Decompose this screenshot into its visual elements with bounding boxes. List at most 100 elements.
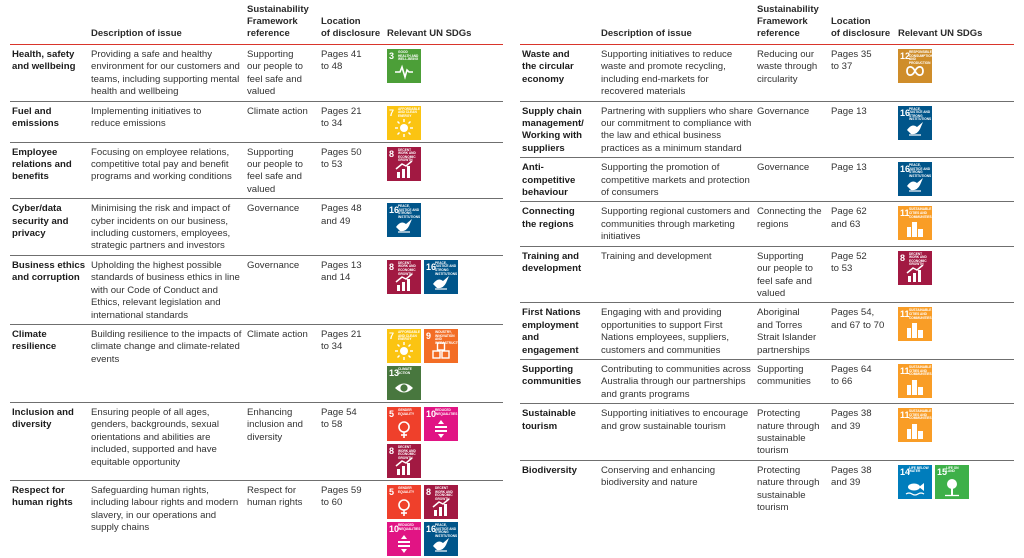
framework-reference: Enhancing inclusion and diversity [247,401,321,481]
sdg-cell: 12 Responsible consumption and production [898,45,1014,102]
sdg-cell: 16 Peace, justice and strong institutions [387,198,503,256]
framework-reference: Governance [247,254,321,325]
sdg-icon-group: 8 Decent work and economic growth [898,250,994,285]
table-row: Respect for human rights Safeguarding hum… [10,479,503,558]
right-issues-table: Description of issue Sustainability Fram… [520,4,1014,517]
framework-reference: Supporting our people to feel safe and v… [247,141,321,199]
sdg-cell: 8 Decent work and economic growth [898,245,1014,303]
sdg-icon-group: 3 Good health and well-being [387,49,483,83]
table-row: Employee relations and benefits Focusing … [10,141,503,199]
sdg-label: Gender equality [398,485,415,494]
sdg-cell: 14 Life below water 15 Life on land [898,459,1014,517]
sdg-8-tile: 8 Decent work and economic growth [387,146,421,181]
dove-icon [907,121,923,136]
sdg-label: Industry, innovation and infrastructure [435,329,458,345]
issue-description: Supporting the promotion of competitive … [601,157,757,202]
sdg-label: Reduced inequalities [435,407,458,416]
issue-description: Supporting initiatives to reduce waste a… [601,49,733,98]
disclosure-location: Pages 48 and 49 [321,198,387,256]
sdg-label: Decent work and economic growth [435,485,453,501]
sdg-16-tile: 16 Peace, justice and strong institutions [898,162,932,197]
sdg-icon-group: 11 Sustainable cities and communities [898,408,994,443]
sdg-16-tile: 16 Peace, justice and strong institutions [387,203,421,238]
sdg-icon-group: 11 Sustainable cities and communities [898,206,994,241]
sdg-number: 7 [389,330,395,341]
sdg-cell: 8 Decent work and economic growth [387,141,503,199]
sdg-label: Climate action [398,366,412,375]
disclosure-location: Pages 59 to 60 [321,479,387,558]
disclosure-location: Page 54 to 58 [321,401,387,481]
framework-reference: Governance [247,198,321,256]
sdg-icon-group: 14 Life below water 15 Life on land [898,464,994,499]
sdg-cell: 16 Peace, justice and strong institutions [898,157,1014,202]
sdg-number: 12 [900,51,911,61]
sdg-label: Affordable and clean energy [398,106,420,118]
sdg-number: 10 [389,523,400,534]
growth-chart-icon [395,160,413,178]
dove-icon [433,537,449,552]
sdg-number: 3 [389,51,395,61]
sdg-number: 7 [389,107,395,118]
table-row: Inclusion and diversity Ensuring people o… [10,401,503,481]
sdg-number: 14 [900,466,911,477]
sdg-number: 16 [900,107,911,118]
sdg-11-tile: 11 Sustainable cities and communities [898,307,932,342]
city-icon [907,379,923,395]
header-location: Location of disclosure [321,4,387,45]
issue-name: Climate resilience [10,323,91,403]
framework-reference: Protecting nature through sustainable to… [757,459,831,517]
sdg-number: 11 [900,208,910,219]
disclosure-location: Page 13 [831,100,898,158]
table-row: Health, safety and wellbeing Providing a … [10,45,503,102]
issue-description: Providing a safe and healthy environment… [91,49,240,98]
sdg-icon-group: 7 Affordable and clean energy 9 Industry, i… [387,328,483,400]
sdg-icon-group: 8 Decent work and economic growth [387,146,483,181]
sdg-number: 11 [900,365,910,376]
sdg-7-tile: 7 Affordable and clean energy [387,328,421,363]
sdg-number: 8 [426,486,432,497]
issue-description: Ensuring people of all ages, genders, ba… [91,401,247,481]
disclosure-location: Pages 21 to 34 [321,100,387,143]
sdg-16-tile: 16 Peace, justice and strong institutions [424,521,458,556]
issue-name: Employee relations and benefits [10,141,91,199]
cubes-icon [432,342,450,359]
sdg-cell: 11 Sustainable cities and communities [898,302,1014,360]
heartbeat-icon [395,64,413,80]
sdg-8-tile: 8 Decent work and economic growth [387,443,421,478]
table-row: First Nations employment and engagement E… [520,302,1014,360]
table-row: Biodiversity Conserving and enhancing bio… [520,459,1014,517]
sdg-label: Life below water [909,465,929,474]
issue-description: Upholding the highest possible standards… [91,254,247,325]
disclosure-location: Pages 21 to 34 [321,323,387,403]
header-issue [520,4,601,45]
sdg-label: Peace, justice and strong institutions [909,163,932,179]
issue-description: Safeguarding human rights, including lab… [91,479,247,558]
sdg-number: 16 [426,261,437,272]
sdg-label: Responsible consumption and production [909,50,932,65]
disclosure-location: Pages 13 and 14 [321,254,387,325]
sdg-icon-group: 11 Sustainable cities and communities [898,307,994,342]
sdg-number: 16 [389,205,400,216]
sdg-label: Peace, justice and strong institutions [435,260,458,276]
table-row: Waste and the circular economy Supporting… [520,45,1014,102]
sdg-number: 13 [389,367,400,378]
sdg-label: Peace, justice and strong institutions [435,522,458,538]
sdg-number: 8 [389,261,395,272]
sdg-label: Affordable and clean energy [398,329,420,342]
issue-name: Supporting communities [520,358,601,404]
sdg-number: 11 [900,309,910,320]
sun-icon [395,118,413,137]
sdg-label: Peace, justice and strong institutions [909,106,932,122]
sdg-13-tile: 13 Climate action [387,365,421,400]
issue-name: Sustainable tourism [520,403,601,461]
tree-icon [945,478,959,496]
framework-reference: Supporting our people to feel safe and v… [247,49,304,98]
sdg-label: Decent work and economic growth [909,251,927,267]
sdg-number: 15 [937,466,948,477]
table-row: Connecting the regions Supporting regiona… [520,201,1014,247]
dove-icon [907,178,923,192]
header-sdgs: Relevant UN SDGs [898,4,1014,45]
table-row: Sustainable tourism Supporting initiative… [520,403,1014,461]
infinity-icon [906,65,924,77]
sdg-label: Sustainable cities and communities [909,409,932,421]
